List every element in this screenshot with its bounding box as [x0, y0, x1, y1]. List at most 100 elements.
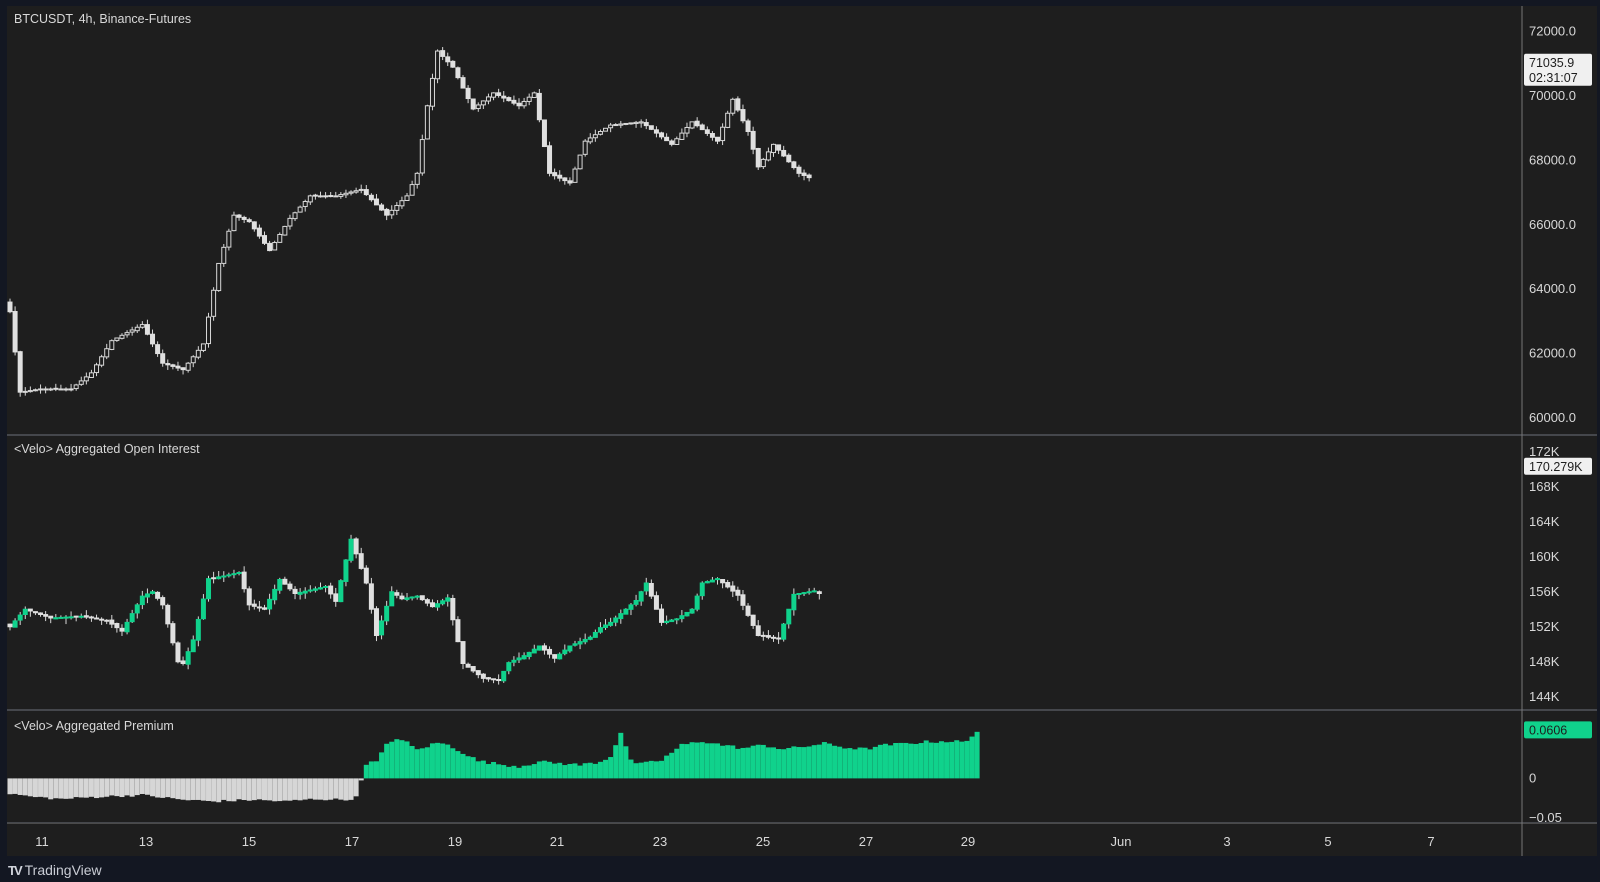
price-candle[interactable]	[592, 134, 598, 139]
premium-bar[interactable]	[837, 746, 843, 779]
open-interest-candle[interactable]	[236, 572, 242, 574]
open-interest-candle[interactable]	[465, 663, 471, 668]
price-candle[interactable]	[53, 387, 59, 390]
open-interest-candle[interactable]	[511, 659, 517, 663]
open-interest-candle[interactable]	[659, 608, 665, 623]
premium-bar[interactable]	[750, 745, 756, 779]
open-interest-candle[interactable]	[547, 648, 553, 655]
price-candle[interactable]	[674, 138, 680, 145]
price-candle[interactable]	[653, 129, 659, 134]
price-candle[interactable]	[307, 195, 313, 203]
open-interest-candle[interactable]	[7, 623, 13, 628]
price-candle[interactable]	[282, 225, 288, 236]
premium-bar[interactable]	[27, 778, 33, 797]
price-candle[interactable]	[297, 206, 303, 213]
premium-bar[interactable]	[83, 778, 89, 798]
open-interest-candle[interactable]	[643, 582, 649, 592]
premium-bar[interactable]	[384, 743, 390, 779]
premium-bar[interactable]	[648, 760, 654, 779]
premium-bar[interactable]	[373, 761, 379, 779]
open-interest-candle[interactable]	[435, 603, 441, 608]
premium-bar[interactable]	[877, 744, 883, 779]
open-interest-candle[interactable]	[679, 615, 685, 620]
premium-bar[interactable]	[256, 778, 262, 800]
open-interest-candle[interactable]	[730, 585, 736, 592]
open-interest-candle[interactable]	[119, 627, 125, 632]
open-interest-candle[interactable]	[485, 677, 491, 680]
open-interest-candle[interactable]	[353, 538, 359, 555]
premium-bar[interactable]	[771, 747, 776, 779]
price-candle[interactable]	[99, 356, 105, 366]
premium-bar[interactable]	[618, 732, 624, 779]
premium-bar[interactable]	[155, 778, 161, 798]
open-interest-candle[interactable]	[88, 616, 94, 619]
premium-bar[interactable]	[689, 742, 695, 779]
price-candle[interactable]	[343, 192, 349, 196]
price-candle[interactable]	[750, 130, 756, 150]
premium-bar[interactable]	[450, 748, 456, 779]
price-candle[interactable]	[725, 112, 731, 128]
premium-bar[interactable]	[119, 778, 125, 798]
open-interest-candle[interactable]	[170, 623, 176, 644]
premium-bar[interactable]	[302, 778, 308, 800]
price-candle[interactable]	[429, 77, 435, 107]
premium-bar[interactable]	[17, 778, 23, 795]
open-interest-candle[interactable]	[165, 604, 171, 625]
premium-bar[interactable]	[379, 752, 385, 779]
price-candle[interactable]	[73, 384, 79, 390]
open-interest-candle[interactable]	[38, 612, 44, 616]
open-interest-candle[interactable]	[760, 634, 766, 637]
premium-bar[interactable]	[297, 778, 303, 801]
open-interest-candle[interactable]	[312, 588, 318, 591]
price-candle[interactable]	[22, 390, 28, 393]
open-interest-candle[interactable]	[745, 605, 751, 616]
premium-bar[interactable]	[94, 778, 100, 799]
open-interest-candle[interactable]	[806, 591, 812, 594]
price-candle[interactable]	[211, 289, 217, 317]
price-candle[interactable]	[694, 120, 700, 127]
premium-bar[interactable]	[821, 742, 827, 779]
price-candle[interactable]	[256, 227, 262, 237]
open-interest-candle[interactable]	[246, 588, 252, 606]
open-interest-candle[interactable]	[475, 670, 481, 676]
premium-bar[interactable]	[409, 746, 415, 779]
open-interest-candle[interactable]	[302, 590, 308, 594]
premium-bar[interactable]	[908, 743, 914, 779]
premium-bar[interactable]	[623, 746, 629, 779]
price-candle[interactable]	[160, 353, 166, 364]
premium-bar[interactable]	[857, 747, 863, 779]
open-interest-candle[interactable]	[155, 591, 161, 599]
premium-bar[interactable]	[679, 743, 685, 779]
open-interest-candle[interactable]	[262, 607, 267, 610]
premium-bar[interactable]	[236, 778, 242, 800]
open-interest-candle[interactable]	[715, 578, 721, 581]
open-interest-candle[interactable]	[521, 655, 527, 660]
open-interest-candle[interactable]	[608, 621, 614, 626]
open-interest-candle[interactable]	[43, 614, 49, 617]
price-candle[interactable]	[541, 119, 547, 148]
open-interest-candle[interactable]	[440, 600, 446, 605]
price-candle[interactable]	[139, 324, 145, 328]
price-candle[interactable]	[491, 92, 497, 98]
price-candle[interactable]	[445, 56, 451, 63]
open-interest-candle[interactable]	[414, 595, 420, 598]
price-candle[interactable]	[190, 356, 196, 364]
price-candle[interactable]	[338, 194, 344, 197]
open-interest-candle[interactable]	[83, 615, 89, 618]
premium-bar[interactable]	[781, 749, 787, 779]
premium-bar[interactable]	[180, 778, 186, 800]
open-interest-candle[interactable]	[12, 620, 18, 628]
price-candle[interactable]	[679, 132, 685, 140]
price-candle[interactable]	[368, 194, 374, 201]
premium-bar[interactable]	[200, 778, 206, 801]
premium-bar[interactable]	[491, 761, 497, 779]
premium-bar[interactable]	[923, 740, 929, 779]
premium-bar[interactable]	[638, 762, 644, 779]
premium-bar[interactable]	[704, 743, 710, 779]
premium-bar[interactable]	[547, 761, 553, 779]
premium-bar[interactable]	[68, 778, 74, 799]
price-candle[interactable]	[496, 92, 502, 96]
price-candle[interactable]	[577, 154, 583, 170]
price-candle[interactable]	[531, 92, 537, 99]
